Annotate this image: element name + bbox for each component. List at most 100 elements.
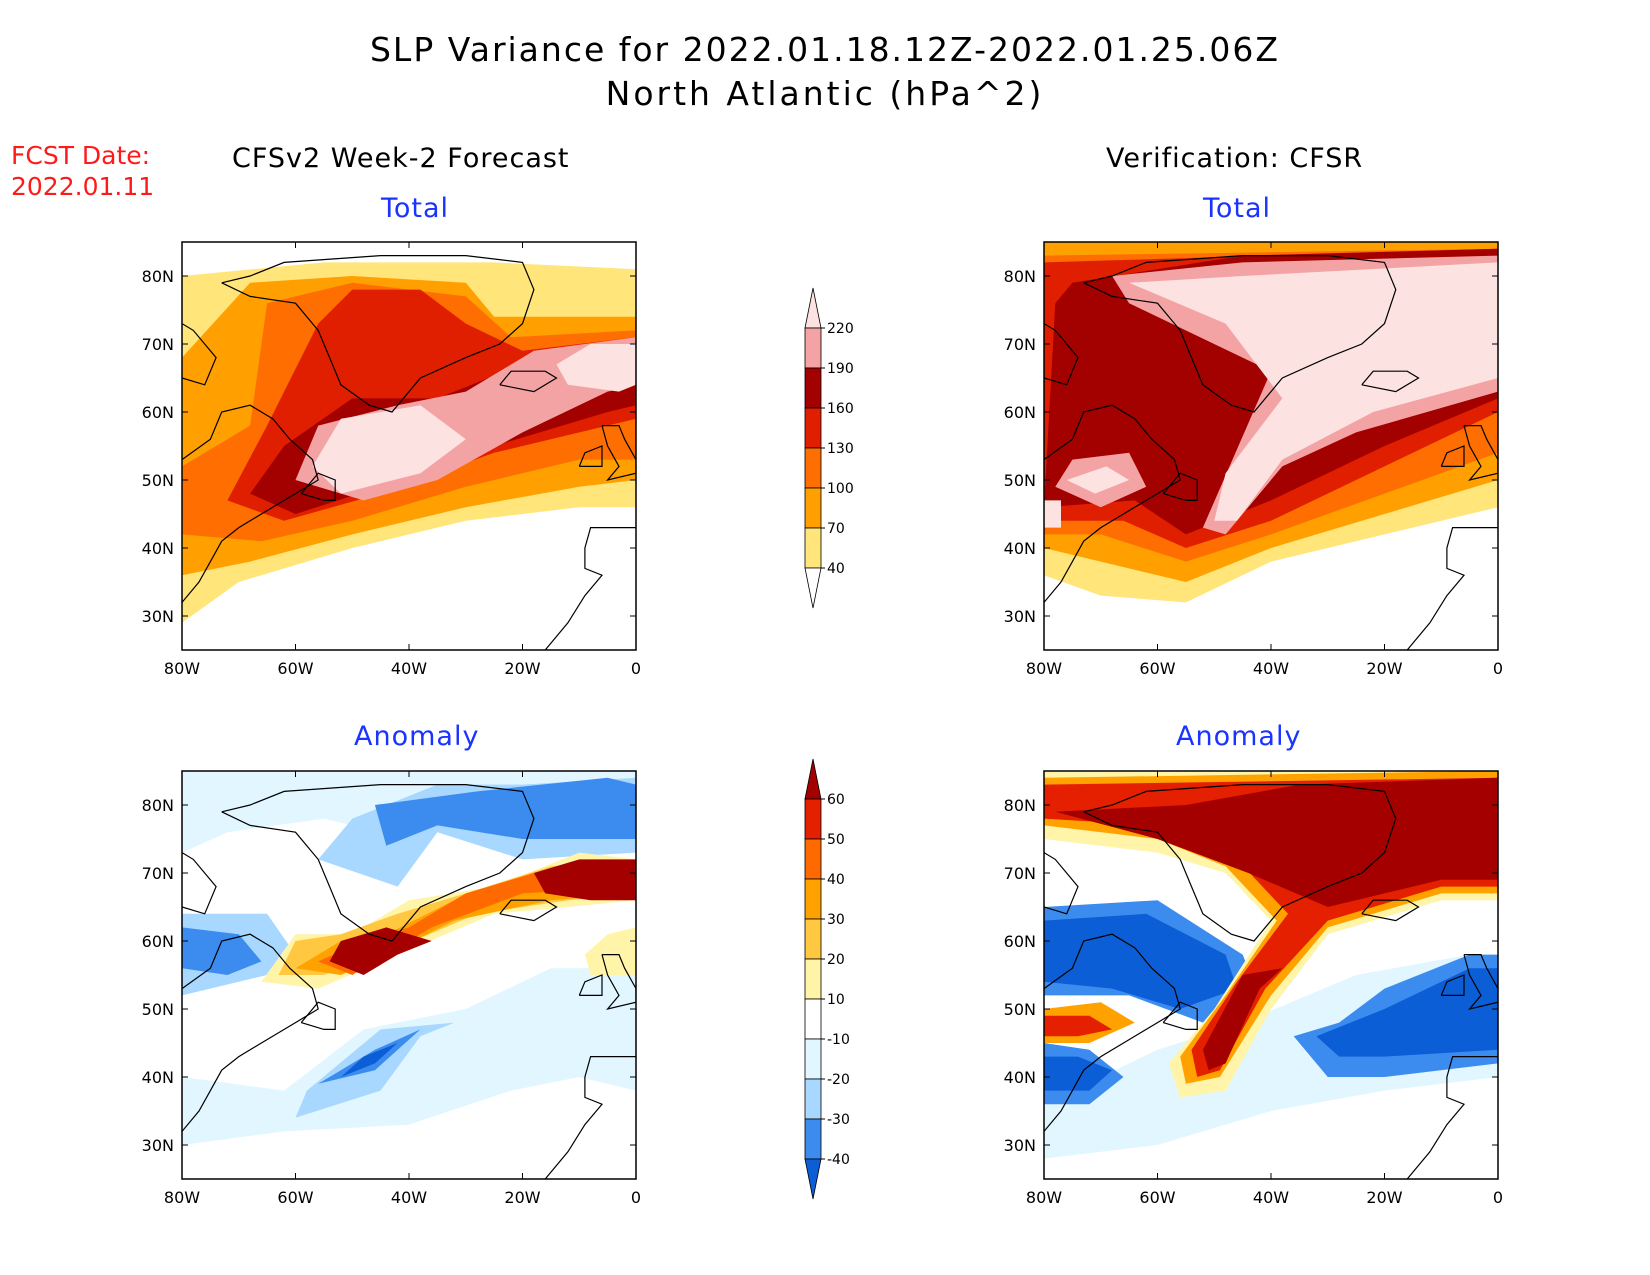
forecast-anomaly-coastline-3 (499, 899, 558, 922)
verification-anomaly-contour-3 (1044, 1056, 1113, 1091)
verification-anomaly-map: 80N 70N 60N 50N 40N 30N 80W 60W 40W 20W 0 (1004, 770, 1503, 1207)
forecast-total-lat-tick-label: 50N (142, 471, 174, 490)
anomaly-colorbar-label: -10 (827, 1032, 850, 1048)
anomaly-colorbar-label: 50 (827, 832, 845, 848)
verification-anomaly-lat-tick-label: 40N (1004, 1068, 1036, 1087)
verification-anomaly-contour-5 (1044, 913, 1237, 1009)
forecast-total-contour-7 (556, 344, 636, 392)
forecast-anomaly-coastline-5 (578, 974, 603, 997)
verification-anomaly-lat-tick-label: 70N (1004, 864, 1036, 883)
forecast-anomaly-coastlines (182, 783, 636, 1179)
forecast-anomaly-lon-tick-label: 20W (504, 1188, 540, 1207)
forecast-anomaly-contour-3 (374, 777, 636, 846)
verification-total-lat-tick-label: 30N (1004, 607, 1036, 626)
verification-total-lon-tick-label: 40W (1253, 659, 1289, 678)
verification-anomaly-lon-tick-label: 0 (1493, 1188, 1503, 1207)
forecast-anomaly-contour-15 (584, 927, 636, 975)
verification-total-coastline-4 (1463, 425, 1498, 482)
anomaly-colorbar-label: 20 (827, 952, 845, 968)
forecast-anomaly-lat-tick-label: 50N (142, 1000, 174, 1019)
verification-total-coastline-2 (1083, 255, 1397, 413)
forecast-total-coastline-4 (601, 425, 636, 482)
forecast-anomaly-label: Anomaly (354, 721, 480, 752)
verification-total-lon-tick-label: 60W (1139, 659, 1175, 678)
verification-anomaly-lon-tick-label: 60W (1139, 1188, 1175, 1207)
total-colorbar-label: 40 (827, 561, 845, 577)
anomaly-colorbar-swatch (804, 838, 822, 880)
anomaly-colorbar-swatch (804, 798, 822, 840)
forecast-total-coastline-5 (578, 445, 603, 467)
forecast-total-label: Total (381, 193, 450, 224)
verification-anomaly-contours (1044, 771, 1498, 1179)
verification-total-coastline-5 (1440, 445, 1465, 467)
total-colorbar-bottom-extension (804, 567, 822, 609)
verification-total-coastline-7 (1044, 323, 1079, 386)
forecast-total-coastline-2 (221, 255, 535, 413)
verification-anomaly-coastline-2 (1083, 783, 1397, 942)
anomaly-colorbar-swatch (804, 958, 822, 1000)
verification-total-lat-tick-label: 60N (1004, 403, 1036, 422)
verification-anomaly-lat-tick-label: 60N (1004, 932, 1036, 951)
fcst-date-label: FCST Date: (11, 141, 151, 170)
total-colorbar-swatch (804, 487, 822, 529)
total-colorbar: 220 190 160 130 100 70 40 (804, 287, 854, 609)
total-colorbar-label: 100 (827, 481, 854, 497)
verification-anomaly-coastlines (1044, 783, 1498, 1179)
forecast-total-lat-tick-label: 30N (142, 607, 174, 626)
verification-anomaly-coastline-0 (1044, 933, 1181, 1132)
anomaly-colorbar-label: -20 (827, 1072, 850, 1088)
verification-anomaly-coastline-1 (1162, 1001, 1198, 1031)
forecast-anomaly-lon-tick-label: 60W (277, 1188, 313, 1207)
anomaly-colorbar-swatch (804, 998, 822, 1040)
anomaly-colorbar-label: 10 (827, 992, 845, 1008)
verification-total-coastline-0 (1044, 404, 1181, 603)
forecast-anomaly-lat-tick-label: 70N (142, 864, 174, 883)
verification-total-contours (1044, 242, 1498, 650)
verification-anomaly-lat-tick-label: 30N (1004, 1136, 1036, 1155)
forecast-total-coastline-0 (182, 404, 319, 603)
verification-column-title: Verification: CFSR (1106, 143, 1364, 174)
forecast-total-lat-tick-label: 70N (142, 335, 174, 354)
verification-total-map: 80N 70N 60N 50N 40N 30N 80W 60W 40W 20W 0 (1004, 241, 1503, 678)
total-colorbar-label: 220 (827, 321, 854, 337)
anomaly-colorbar-swatch (804, 918, 822, 960)
forecast-anomaly-coastline-4 (601, 953, 636, 1011)
forecast-total-coastline-1 (300, 472, 336, 501)
verification-anomaly-lat-tick-label: 50N (1004, 1000, 1036, 1019)
forecast-total-lon-tick-label: 80W (164, 659, 200, 678)
verification-total-contour-6 (1129, 262, 1498, 521)
forecast-anomaly-lat-tick-label: 30N (142, 1136, 174, 1155)
verification-anomaly-contour-11 (1202, 968, 1283, 1071)
verification-anomaly-coastline-4 (1463, 953, 1498, 1011)
anomaly-colorbar-swatch (804, 878, 822, 920)
verification-anomaly-lon-tick-label: 20W (1366, 1188, 1402, 1207)
verification-anomaly-coastline-7 (1044, 852, 1079, 915)
forecast-column-title: CFSv2 Week-2 Forecast (232, 143, 570, 174)
anomaly-colorbar-label: 60 (827, 792, 845, 808)
chart-subtitle: North Atlantic (hPa^2) (605, 74, 1045, 113)
forecast-total-lat-tick-label: 40N (142, 539, 174, 558)
total-colorbar-swatch (804, 367, 822, 409)
forecast-anomaly-lat-tick-label: 60N (142, 932, 174, 951)
total-colorbar-swatch (804, 407, 822, 449)
forecast-anomaly-contour-8 (340, 1043, 398, 1077)
chart-title: SLP Variance for 2022.01.18.12Z-2022.01.… (369, 30, 1281, 69)
anomaly-colorbar-top-extension (804, 758, 822, 800)
verification-anomaly-coastline-6 (1406, 1055, 1498, 1179)
forecast-total-lon-tick-label: 40W (391, 659, 427, 678)
verification-anomaly-lon-tick-label: 80W (1026, 1188, 1062, 1207)
forecast-total-coastlines (182, 255, 636, 650)
forecast-total-lon-tick-label: 20W (504, 659, 540, 678)
forecast-anomaly-contour-6 (295, 1022, 455, 1118)
verification-total-lat-tick-label: 50N (1004, 471, 1036, 490)
verification-total-label: Total (1203, 193, 1272, 224)
forecast-total-contours (182, 242, 636, 650)
forecast-total-coastline-7 (182, 323, 217, 386)
anomaly-colorbar-swatch (804, 1038, 822, 1080)
forecast-anomaly-contour-13 (329, 927, 432, 975)
forecast-total-lon-tick-label: 0 (631, 659, 641, 678)
anomaly-colorbar: 60 50 40 30 20 10 -10 -20 -30 -40 (804, 758, 850, 1200)
verification-total-lon-tick-label: 0 (1493, 659, 1503, 678)
verification-anomaly-coastline-3 (1361, 899, 1420, 922)
